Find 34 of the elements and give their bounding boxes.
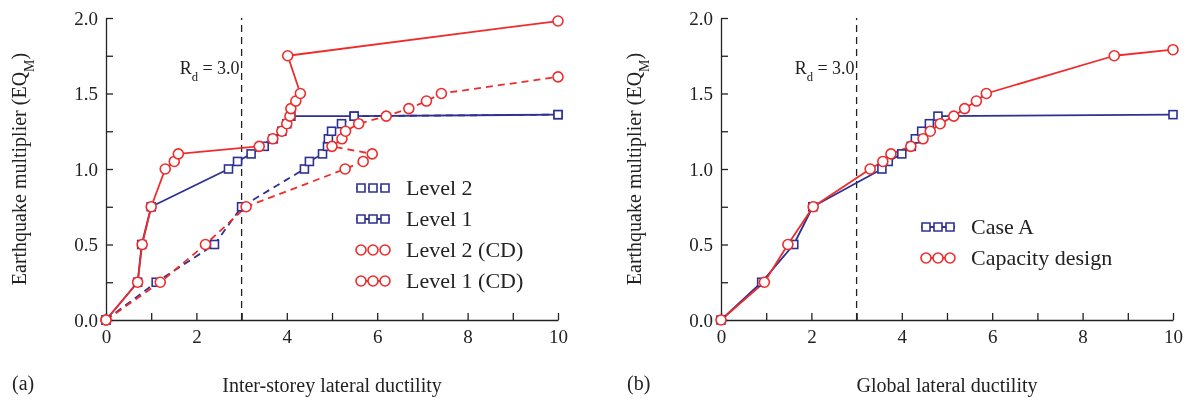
x-tick-label: 6 — [987, 326, 998, 348]
text: (a) — [12, 372, 35, 395]
y-tick-label: 1.0 — [689, 158, 713, 180]
y-tick-label: 1.5 — [74, 83, 98, 105]
y-tick-label: 1.5 — [689, 83, 713, 105]
text: (b) — [627, 372, 651, 395]
x-tick-label: 0 — [101, 326, 112, 348]
legend-label: Capacity design — [971, 245, 1113, 270]
y-tick-label: 1.0 — [74, 158, 98, 180]
x-axis-title: Global lateral ductility — [856, 374, 1038, 397]
x-tick-label: 10 — [549, 326, 568, 348]
x-tick-label: 10 — [1164, 326, 1183, 348]
x-tick-label: 0 — [716, 326, 727, 348]
x-tick-label: 4 — [897, 326, 908, 348]
x-axis-title: Inter-storey lateral ductility — [222, 374, 442, 397]
ref-line-label: R$_{d}$ = 3.0 — [794, 58, 855, 84]
y-tick-label: 2.0 — [74, 7, 98, 29]
legend-label: Level 2 (CD) — [406, 237, 524, 262]
x-tick-label: 2 — [192, 326, 202, 348]
x-tick-label: 8 — [1078, 326, 1088, 348]
y-tick-label: 0.5 — [74, 234, 98, 256]
y-tick-label: 0.0 — [74, 309, 98, 331]
legend-label: Case A — [971, 214, 1035, 239]
x-tick-label: 4 — [282, 326, 293, 348]
y-tick-label: 0.0 — [689, 309, 713, 331]
y-tick-label: 0.5 — [689, 234, 713, 256]
y-tick-label: 2.0 — [689, 7, 713, 29]
x-tick-label: 6 — [372, 326, 383, 348]
legend-label: Level 1 (CD) — [406, 268, 524, 293]
legend-label: Level 1 — [406, 206, 473, 231]
x-tick-label: 2 — [807, 326, 817, 348]
legend-label: Level 2 — [406, 175, 473, 200]
ref-line-label: R$_{d}$ = 3.0 — [179, 58, 240, 84]
x-tick-label: 8 — [463, 326, 473, 348]
